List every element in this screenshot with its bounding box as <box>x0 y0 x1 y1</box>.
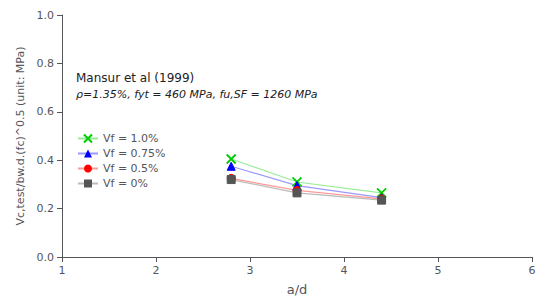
svg-text:Vf = 0.5%: Vf = 0.5% <box>103 162 159 175</box>
svg-text:0.8: 0.8 <box>37 57 55 70</box>
svg-text:0.0: 0.0 <box>37 251 55 264</box>
svg-text:Vf = 1.0%: Vf = 1.0% <box>103 132 159 145</box>
svg-text:0.2: 0.2 <box>37 202 55 215</box>
svg-text:1.0: 1.0 <box>37 9 55 22</box>
svg-text:Vf = 0.75%: Vf = 0.75% <box>103 147 166 160</box>
svg-text:2: 2 <box>153 264 160 277</box>
svg-text:5: 5 <box>435 264 442 277</box>
svg-text:0.6: 0.6 <box>37 105 55 118</box>
svg-text:3: 3 <box>247 264 254 277</box>
svg-text:4: 4 <box>341 264 348 277</box>
svg-text:a/d: a/d <box>287 282 308 297</box>
svg-text:1: 1 <box>59 264 66 277</box>
svg-text:0.4: 0.4 <box>37 154 55 167</box>
svg-text:Vc,test/bw.d.(fc)^0.5 (unit: M: Vc,test/bw.d.(fc)^0.5 (unit: MPa) <box>14 46 27 225</box>
svg-text:ρ=1.35%, fyt = 460 MPa, fu,SF: ρ=1.35%, fyt = 460 MPa, fu,SF = 1260 MPa <box>76 88 318 101</box>
svg-text:Mansur et al (1999): Mansur et al (1999) <box>76 71 194 85</box>
svg-text:Vf = 0%: Vf = 0% <box>103 177 148 190</box>
svg-text:6: 6 <box>529 264 536 277</box>
